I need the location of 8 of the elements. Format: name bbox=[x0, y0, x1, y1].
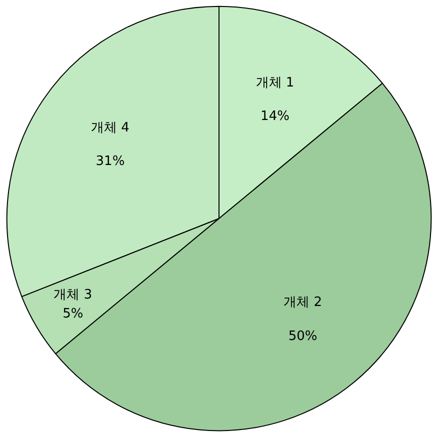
slice-label: 개체 2 bbox=[284, 295, 322, 310]
slice-label: 개체 1 bbox=[256, 75, 294, 90]
data-label: 14% bbox=[260, 109, 290, 124]
data-label: 5% bbox=[62, 306, 84, 322]
slice-label: 개체 3 bbox=[54, 288, 92, 303]
slice-label: 개체 4 bbox=[91, 120, 130, 136]
data-label: 31% bbox=[96, 154, 125, 170]
data-label: 50% bbox=[288, 329, 318, 344]
